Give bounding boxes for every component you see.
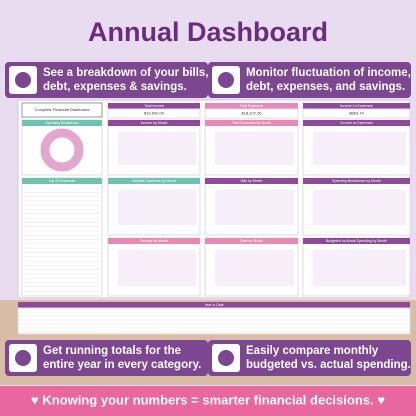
- footer-text: ♥ Knowing your numbers = smarter financi…: [31, 392, 385, 407]
- panel-title: Bills by Month: [241, 179, 263, 183]
- callout-text: See a breakdown of your bills,: [43, 67, 209, 79]
- icon-glyph: [218, 350, 234, 366]
- panel-head: [22, 120, 102, 126]
- icon-glyph: [218, 72, 234, 88]
- ytd-body: [17, 307, 411, 335]
- chart-area: [118, 190, 196, 225]
- callout-text: budgeted vs. actual spending.: [246, 359, 411, 371]
- callout-text: Get running totals for the: [43, 345, 181, 357]
- panel-title: Budgeted vs Actual Spending by Month: [326, 239, 387, 243]
- panel-title: Debt by Month: [240, 239, 263, 243]
- chart-area: [118, 132, 196, 165]
- panel-head: [108, 120, 200, 126]
- panel-title: Income vs Expenses: [340, 121, 373, 125]
- kpi-value: $19,600.00: [144, 111, 165, 116]
- chart-area: [118, 250, 196, 286]
- donut: [40, 128, 84, 172]
- kpi-body: [302, 108, 411, 119]
- panel-head: [303, 178, 410, 184]
- panel-head: [303, 120, 410, 126]
- sheet-title-box: [21, 102, 103, 118]
- panel-head: [205, 178, 298, 184]
- panel-title: Spending Breakdown: [45, 121, 78, 125]
- panel-head: [108, 178, 200, 184]
- chart-area: [215, 190, 294, 225]
- icon-glyph: [15, 350, 31, 366]
- sheet-title: Complete Financial Dashboard: [35, 107, 90, 112]
- panel-head: [205, 238, 298, 244]
- callout-text: Monitor fluctuation of income,: [246, 67, 411, 79]
- panel-head: [108, 238, 200, 244]
- title: Annual Dashboard: [88, 17, 328, 47]
- kpi-body: [204, 108, 299, 119]
- kpi-label: Total Expenses: [240, 104, 264, 108]
- kpi-label: Total Income: [144, 104, 164, 108]
- callout-box: [5, 340, 208, 376]
- footer-bar: [0, 386, 416, 416]
- chart-area: [215, 132, 294, 165]
- kpi-head: [205, 103, 298, 109]
- panel-head: [22, 178, 102, 184]
- callout-text: debt, expenses & savings.: [43, 81, 187, 93]
- kpi-value: $863.74: [349, 111, 364, 116]
- panel-title: Savings by Month: [140, 239, 168, 243]
- ytd-title: Year to Date: [204, 303, 223, 307]
- ytd-head: [18, 302, 410, 308]
- kpi-value: $18,107.26: [241, 111, 262, 116]
- chart-area: [215, 250, 294, 286]
- callout-text: Easily compare monthly: [246, 345, 379, 357]
- panel: [21, 177, 103, 297]
- callout-box: [5, 62, 208, 98]
- chart-area: [313, 250, 406, 286]
- panel-title: Spending Breakdown by Month: [332, 179, 381, 183]
- chart-area: [313, 190, 406, 225]
- callout-text: entire year in every category.: [43, 359, 201, 371]
- callout-box: [208, 62, 411, 98]
- kpi-head: [108, 103, 200, 109]
- callout-text: debt, expenses, and savings.: [246, 81, 405, 93]
- panel-title: Total Expenses by Month: [232, 121, 271, 125]
- icon-glyph: [15, 72, 31, 88]
- panel-title: Income by Month: [141, 121, 168, 125]
- kpi-label: Income Vs Expenses: [340, 104, 373, 108]
- kpi-head: [303, 103, 410, 109]
- kpi-body: [107, 108, 201, 119]
- chart-area: [313, 132, 406, 165]
- panel-title: Top 25 Expenses: [49, 179, 76, 183]
- callout-box: [208, 340, 411, 376]
- panel-title: Variable Expenses by Month: [132, 179, 176, 183]
- panel-head: [205, 120, 298, 126]
- panel-head: [303, 238, 410, 244]
